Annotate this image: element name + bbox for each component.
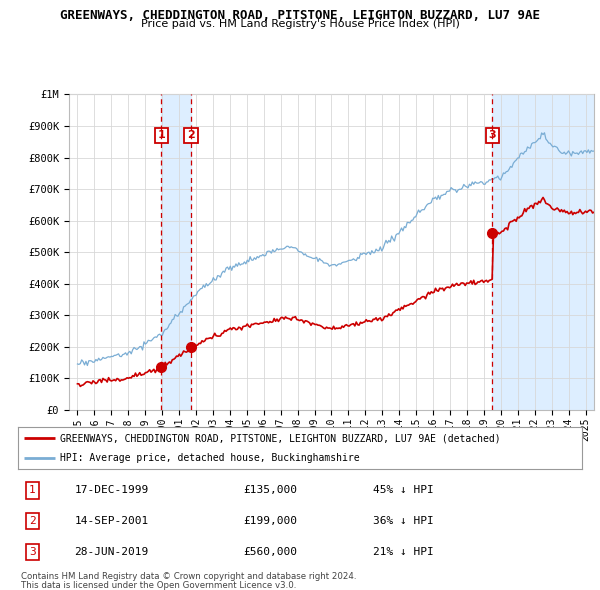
Text: 3: 3: [29, 547, 35, 557]
Text: 2: 2: [187, 130, 195, 140]
Bar: [161, 94, 191, 410]
Text: 17-DEC-1999: 17-DEC-1999: [74, 486, 149, 496]
Text: 2: 2: [29, 516, 35, 526]
Text: £560,000: £560,000: [244, 547, 298, 557]
Text: Contains HM Land Registry data © Crown copyright and database right 2024.: Contains HM Land Registry data © Crown c…: [21, 572, 356, 581]
Text: HPI: Average price, detached house, Buckinghamshire: HPI: Average price, detached house, Buck…: [60, 454, 360, 463]
Bar: [492, 94, 594, 410]
Text: 1: 1: [29, 486, 35, 496]
Text: 21% ↓ HPI: 21% ↓ HPI: [373, 547, 434, 557]
Text: 1: 1: [158, 130, 166, 140]
Text: 28-JUN-2019: 28-JUN-2019: [74, 547, 149, 557]
Text: 45% ↓ HPI: 45% ↓ HPI: [373, 486, 434, 496]
Text: £135,000: £135,000: [244, 486, 298, 496]
Text: 14-SEP-2001: 14-SEP-2001: [74, 516, 149, 526]
Text: GREENWAYS, CHEDDINGTON ROAD, PITSTONE, LEIGHTON BUZZARD, LU7 9AE (detached): GREENWAYS, CHEDDINGTON ROAD, PITSTONE, L…: [60, 433, 501, 443]
Text: £199,000: £199,000: [244, 516, 298, 526]
Text: GREENWAYS, CHEDDINGTON ROAD, PITSTONE, LEIGHTON BUZZARD, LU7 9AE: GREENWAYS, CHEDDINGTON ROAD, PITSTONE, L…: [60, 9, 540, 22]
Text: 36% ↓ HPI: 36% ↓ HPI: [373, 516, 434, 526]
Text: This data is licensed under the Open Government Licence v3.0.: This data is licensed under the Open Gov…: [21, 581, 296, 589]
Text: Price paid vs. HM Land Registry's House Price Index (HPI): Price paid vs. HM Land Registry's House …: [140, 19, 460, 30]
Text: 3: 3: [488, 130, 496, 140]
